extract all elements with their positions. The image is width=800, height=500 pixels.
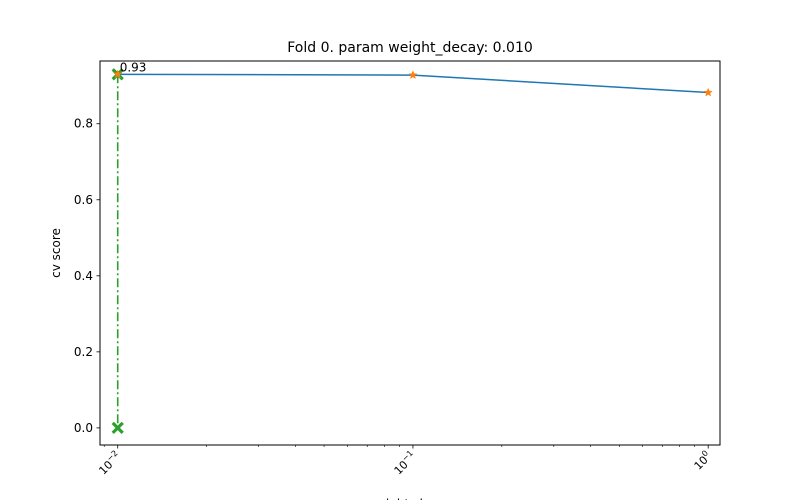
x-major-ticks: 10−2 10−1 100 [95,445,714,478]
y-tick-label: 0.0 [74,421,93,435]
y-tick-label: 0.4 [74,269,93,283]
x-tick-label: 100 [690,449,714,473]
x-axis-label: weight_decay [369,497,452,500]
x-tick-exponent: 0 [700,449,710,459]
star-marker [408,70,418,80]
star-marker [113,69,123,79]
series-cv-score [113,69,713,97]
star-marker [703,87,713,97]
y-tick-label: 0.8 [74,117,93,131]
y-axis-label: cv score [49,228,63,278]
x-tick-label: 10−2 [95,449,124,478]
best-score-indicator: 0.93 [111,60,147,435]
y-tick-label: 0.2 [74,345,93,359]
y-ticks: 0.0 0.2 0.4 0.6 0.8 [74,117,100,435]
chart-title: Fold 0. param weight_decay: 0.010 [287,40,533,56]
baseline-x-marker [111,421,124,435]
y-tick-label: 0.6 [74,193,93,207]
best-score-label: 0.93 [120,60,147,74]
x-tick-label: 10−1 [390,449,419,478]
plot-frame [99,60,721,446]
